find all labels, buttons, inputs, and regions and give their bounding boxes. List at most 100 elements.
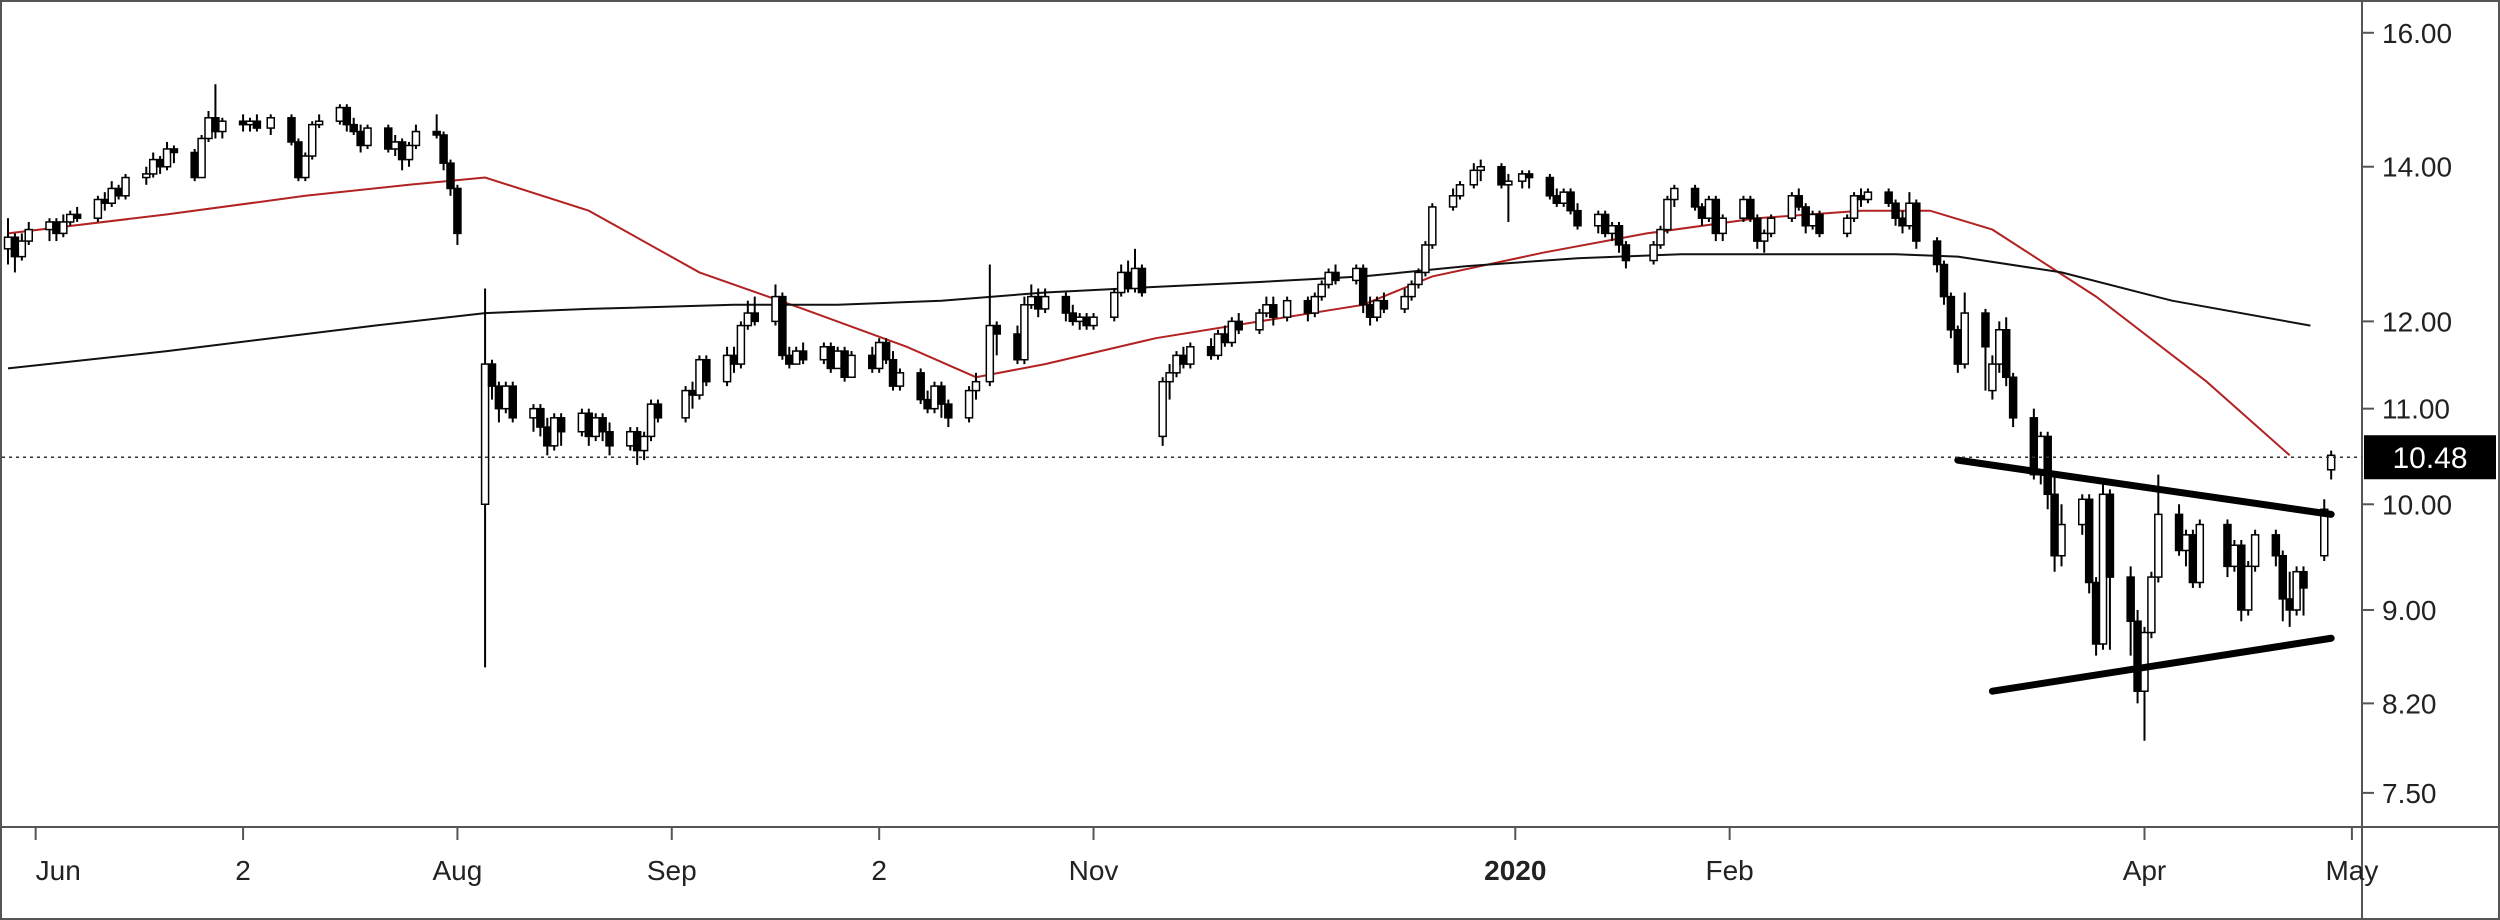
candle [1469,163,1479,189]
candle-body-up [1110,291,1119,318]
candle [1310,292,1320,318]
candle-body-down [868,354,877,370]
candle [2008,372,2018,428]
candle [695,355,704,400]
candle [1939,260,1949,305]
candle [2237,540,2246,622]
candle [314,114,324,129]
candle-body-down [1497,165,1506,186]
candle [453,184,462,245]
candle-body-down [2001,329,2011,378]
candle-body-up [1656,228,1665,246]
candle [605,422,614,456]
candle-body-up [1421,244,1430,274]
candle [1690,184,1700,211]
candle [439,131,448,171]
candle [432,114,441,139]
candle [646,399,656,442]
candle [1421,241,1430,277]
x-tick-label: 2 [235,855,251,886]
candle [1739,195,1748,222]
y-tick-label: 14.00 [2382,152,2452,183]
candle [1137,264,1147,297]
trendlines [1954,456,2335,695]
candle-body-up [930,385,939,410]
candle [2174,504,2184,556]
candle [1234,313,1243,334]
candle [363,124,372,149]
candlesticks [3,84,2336,741]
candle-body-down [1220,333,1230,344]
candle-body-down [598,417,607,433]
candle-body-down [1891,202,1900,219]
candle-body-down [1358,267,1368,306]
candle [930,381,939,414]
candle [1040,288,1050,314]
candle-body-up [819,346,829,361]
candle-body-down [2299,570,2308,589]
candle-body-up [1607,225,1617,235]
candle-body-up [390,141,400,150]
candle [1282,296,1292,322]
x-tick-label: May [2325,855,2378,886]
candle [307,121,317,160]
candle-body-down [556,417,566,433]
candle-body-up [363,127,372,147]
candle [937,381,946,418]
last-price-marker: 10.48 [2364,435,2496,480]
candle-body-up [107,187,116,204]
candle-body-up [2098,493,2108,645]
candle-body-up [1995,329,2004,365]
candle-body-down [798,350,808,361]
candle [266,114,275,135]
candle [1614,221,1624,253]
candle-body-up [2154,513,2163,578]
candle [1842,214,1852,238]
candle-body-up [2140,631,2149,692]
y-tick-label: 8.20 [2382,688,2437,719]
candle-body-down [1815,213,1824,235]
candle-body-up [1227,320,1237,344]
candle-body-up [964,389,974,419]
candle [992,321,1001,356]
candle-body-up [2250,534,2260,568]
candle-body-down [1524,173,1534,179]
candle-body-down [1801,206,1810,227]
candle [446,159,455,196]
candle [1753,214,1762,249]
candle-body-up [1040,295,1050,310]
y-tick-label: 11.00 [2382,394,2450,425]
candle-body-up [411,130,421,147]
candle [985,264,995,387]
candle-body-up [93,198,103,219]
candle [501,381,511,414]
candle-body-down [1365,304,1375,318]
candle-body-up [971,380,981,392]
candle [384,124,393,153]
x-tick-label: 2 [871,855,887,886]
candle-body-down [923,398,932,410]
candle [1704,195,1714,222]
candle-body-down [487,363,497,387]
candle [480,288,490,668]
candle-body-up [1718,217,1727,235]
candle-body-down [508,385,517,419]
candle-body-up [121,176,130,197]
candle-body-down [632,430,642,452]
candle [1891,199,1900,226]
candle [287,114,296,146]
candle-body-down [100,198,110,204]
candle [301,152,310,182]
candle-body-down [1234,320,1243,331]
candle-body-down [356,130,365,147]
candle-body-down [169,148,179,154]
candle [536,404,545,437]
candle-body-down [1179,354,1188,365]
candle-body-down [1123,271,1133,290]
candle-body-up [45,221,54,231]
candle-body-down [211,117,220,133]
candle-body-down [688,389,697,396]
candle-body-up [1324,271,1333,286]
